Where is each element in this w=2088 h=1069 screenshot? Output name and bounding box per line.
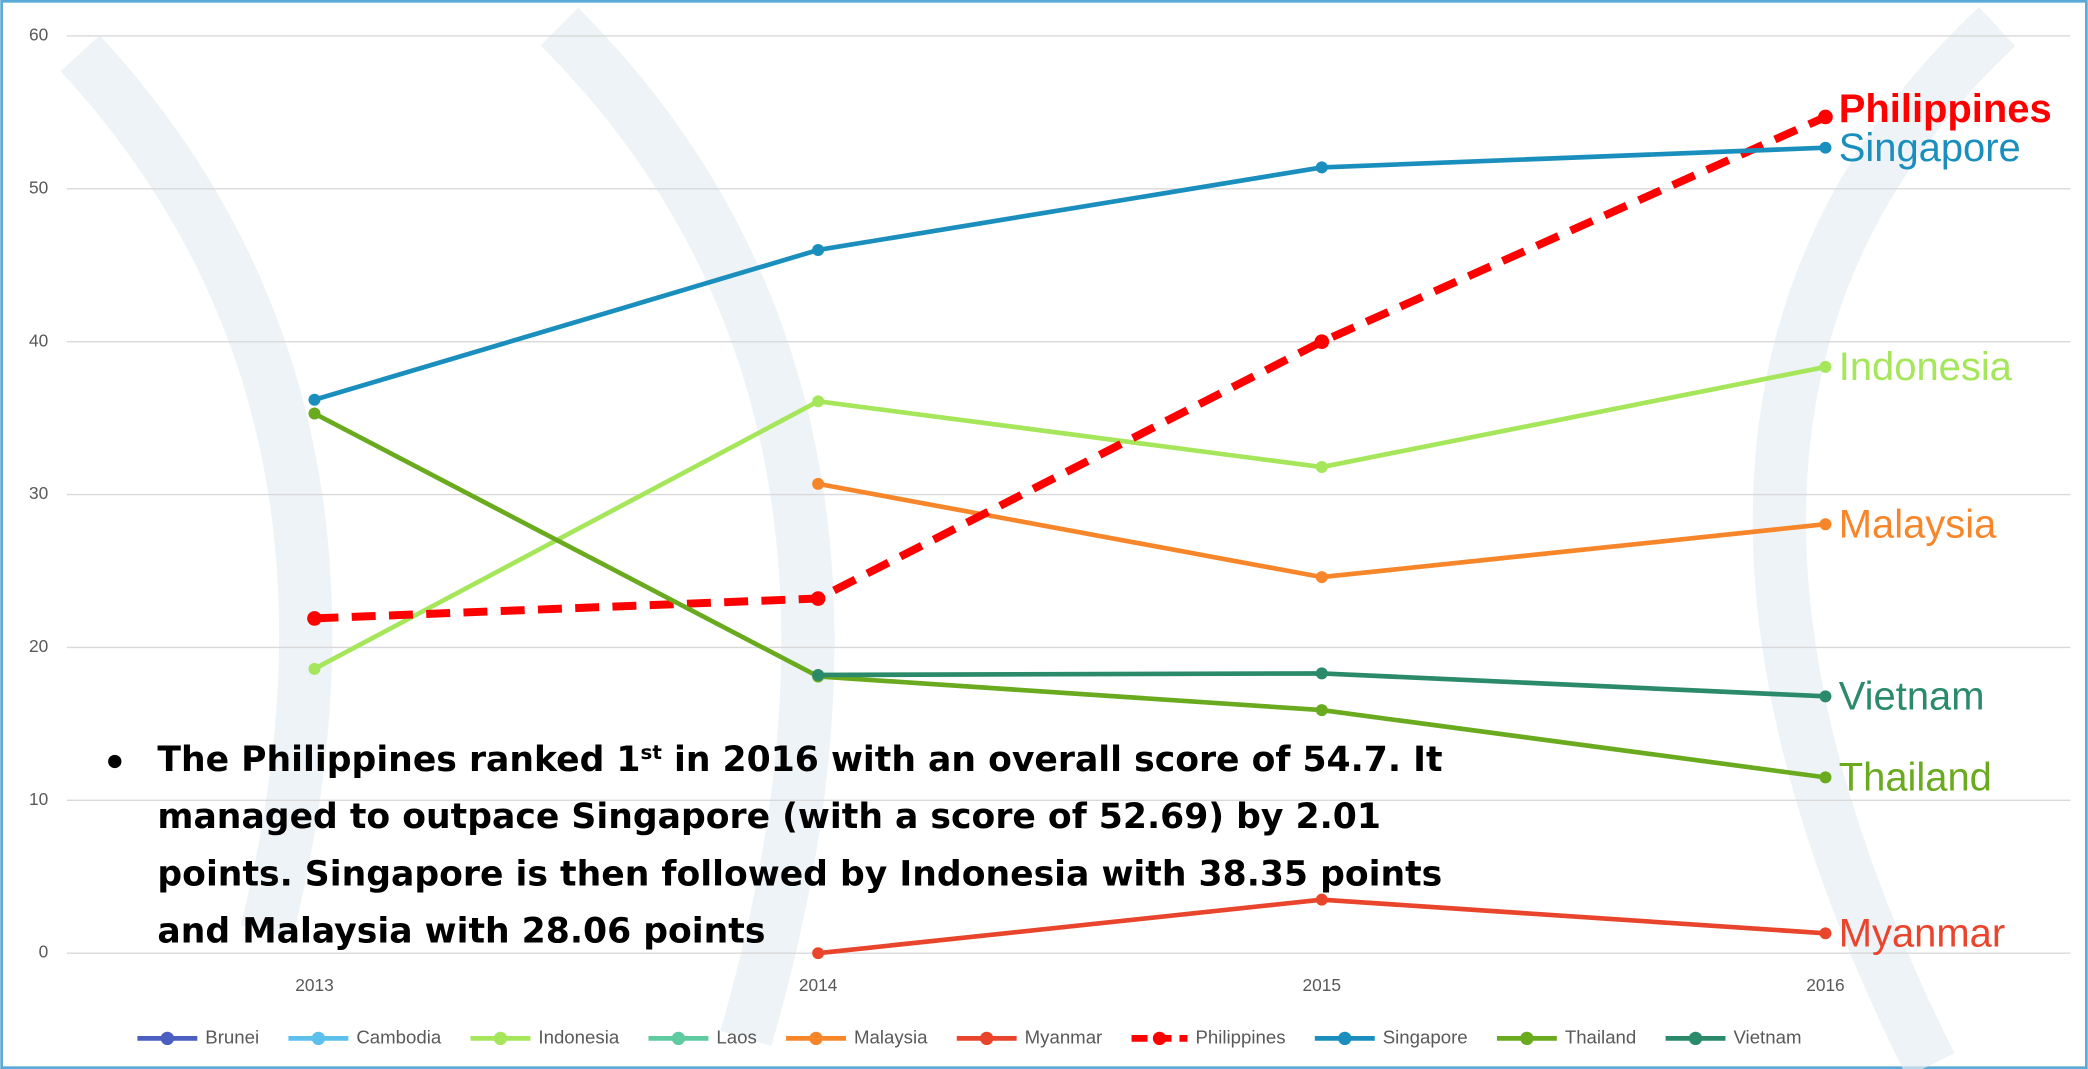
legend-label: Indonesia (538, 1026, 619, 1047)
legend-marker (1338, 1031, 1352, 1046)
point (1315, 461, 1328, 474)
legend-label: Philippines (1195, 1026, 1285, 1047)
point (1315, 161, 1328, 174)
point (1818, 109, 1833, 125)
legend-marker (1520, 1031, 1534, 1046)
series-line (313, 364, 1826, 671)
y-tick-label: 60 (29, 25, 48, 45)
end-label: Malaysia (1839, 502, 1997, 546)
legend: Brunei Cambodia Indonesia Laos Malaysia Myanm… (137, 1026, 1801, 1047)
y-tick-label: 0 (39, 942, 49, 962)
point (812, 395, 825, 408)
point (810, 591, 826, 606)
watermark-arc (60, 35, 333, 939)
x-tick-label: 2013 (295, 975, 333, 995)
legend-label: Malaysia (854, 1026, 928, 1047)
point (1819, 360, 1832, 373)
legend-label: Brunei (205, 1026, 259, 1047)
end-label: Indonesia (1839, 345, 2013, 389)
end-label: Vietnam (1839, 675, 1985, 719)
legend-label: Thailand (1565, 1026, 1636, 1047)
x-tick-label: 2015 (1303, 975, 1341, 995)
legend-label: Laos (716, 1026, 756, 1047)
end-label: Myanmar (1839, 912, 2005, 956)
annotation-text: in 2016 with an overall score of 54.7. I… (157, 740, 1443, 952)
series-line (314, 113, 1828, 623)
legend-label: Cambodia (356, 1026, 442, 1047)
y-tick-label: 20 (29, 636, 48, 656)
y-tick-label: 50 (29, 177, 48, 197)
legend-label: Singapore (1383, 1026, 1468, 1047)
watermark-arc (540, 7, 835, 1046)
point (307, 611, 322, 626)
legend-marker (493, 1031, 508, 1046)
legend-marker (809, 1031, 823, 1046)
bullet (108, 754, 122, 769)
legend-label: Myanmar (1025, 1026, 1103, 1047)
point (1819, 141, 1832, 154)
legend-marker (980, 1031, 994, 1046)
legend-marker (311, 1031, 326, 1046)
point (1819, 927, 1832, 940)
legend-marker (1152, 1031, 1167, 1046)
end-label: Thailand (1839, 756, 1992, 800)
y-tick-label: 40 (29, 330, 48, 350)
point (1819, 518, 1832, 531)
end-label: Singapore (1839, 126, 2021, 170)
x-tick-label: 2016 (1806, 975, 1844, 995)
legend-marker (1688, 1031, 1703, 1046)
series-line (313, 145, 1826, 403)
annotation-text: The Philippines ranked 1 (157, 740, 641, 781)
plot: Indonesia Malaysia Myanmar PhilippinesSinga… (307, 87, 2052, 960)
point (812, 477, 825, 490)
grid: 0 10 20 30 40 50 60 2013 2014 2015 2016 (29, 25, 2071, 995)
point (308, 662, 321, 675)
watermark (60, 7, 2016, 1069)
point (812, 243, 825, 256)
point (1819, 771, 1832, 784)
legend-marker (160, 1031, 175, 1046)
x-tick-label: 2014 (799, 975, 838, 995)
point (1315, 667, 1328, 680)
annotation-box: The Philippines ranked 1st in 2016 with … (157, 732, 1488, 961)
annotation-sup: st (640, 740, 662, 765)
legend-marker (671, 1031, 686, 1046)
point (308, 407, 321, 420)
annotation: The Philippines ranked 1st in 2016 with … (157, 732, 1488, 961)
point (1315, 704, 1328, 717)
y-tick-label: 10 (29, 789, 48, 809)
y-tick-label: 30 (29, 483, 48, 503)
point (1315, 893, 1328, 906)
watermark-arc (1752, 7, 2016, 1069)
point (1819, 690, 1832, 703)
point (1315, 571, 1328, 584)
point (308, 393, 321, 406)
point (1314, 334, 1330, 350)
point (812, 947, 825, 960)
end-label: Philippines (1839, 87, 2052, 131)
series-line (313, 411, 1826, 780)
point (812, 668, 825, 681)
legend-label: Vietnam (1733, 1026, 1801, 1047)
